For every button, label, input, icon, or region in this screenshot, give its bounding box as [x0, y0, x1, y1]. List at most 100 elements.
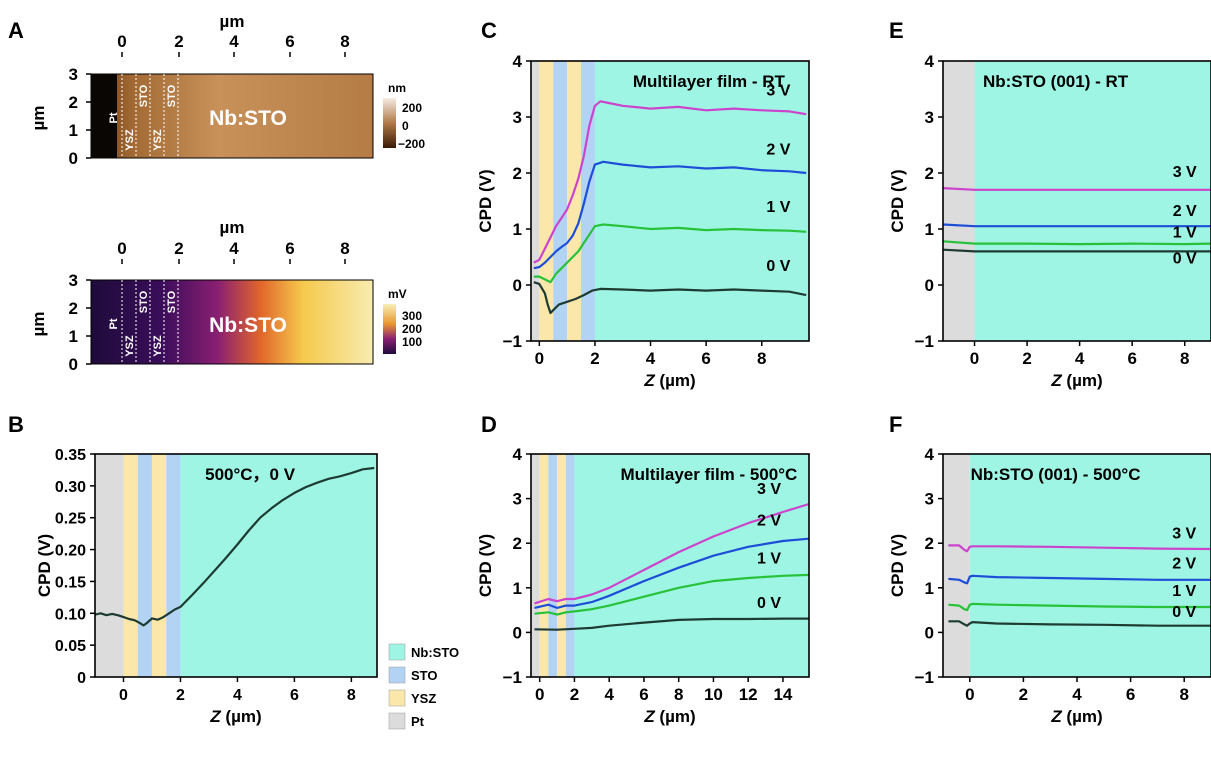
plot-frame	[530, 453, 810, 678]
map-top-ytick: 2	[69, 93, 78, 112]
map-bottom-xtick: 4	[229, 239, 239, 258]
y-tick-label: 4	[925, 52, 935, 71]
y-tick-label: 0.20	[55, 543, 86, 560]
colorbar-tick: 200	[402, 322, 422, 336]
layer-bands	[531, 454, 809, 677]
map-bottom-xlabel: µm	[220, 218, 245, 237]
x-tick-label: 4	[1075, 349, 1085, 368]
legend-swatch-ysz	[388, 689, 406, 707]
x-tick-label: 6	[701, 349, 710, 368]
series-label: 0 V	[766, 258, 790, 275]
x-tick-label: 14	[773, 685, 792, 704]
layer-band-pt	[943, 454, 970, 677]
y-tick-label: 1	[513, 220, 522, 239]
series-label: 1 V	[1173, 224, 1197, 241]
layer-band-pt	[943, 61, 975, 341]
series-label: 3 V	[1172, 526, 1196, 543]
series-line	[948, 544, 1211, 553]
layer-bands	[943, 61, 1211, 341]
colorbar-topography	[383, 98, 396, 148]
series-label: 1 V	[766, 199, 790, 216]
y-axis-label: CPD (V)	[888, 534, 907, 597]
series-line	[948, 602, 1211, 612]
series-line	[533, 281, 807, 315]
map-top-ylabel: µm	[29, 106, 48, 131]
x-axis-label: Z (µm)	[643, 371, 695, 390]
map-bottom-ylabel: µm	[29, 312, 48, 337]
colorbar-tick: 300	[402, 309, 422, 323]
x-tick-label: 8	[757, 349, 766, 368]
map-region-label: Nb:STO	[209, 314, 287, 337]
y-tick-label: −1	[503, 668, 522, 687]
layer-band-pt	[531, 454, 540, 677]
panel-label-f: F	[889, 412, 902, 437]
y-tick-label: −1	[503, 332, 522, 351]
y-tick-label: 0.35	[55, 447, 86, 464]
legend-label-ysz: YSZ	[411, 691, 436, 706]
plot-title: Nb:STO (001) - 500°C	[971, 465, 1141, 484]
y-tick-label: 2	[513, 164, 522, 183]
colorbar-unit: mV	[388, 287, 407, 301]
x-tick-label: 4	[604, 685, 614, 704]
series-line	[533, 100, 807, 264]
x-tick-label: 0	[119, 687, 128, 704]
x-tick-label: 2	[570, 685, 579, 704]
x-tick-label: 12	[739, 685, 758, 704]
y-tick-label: −1	[915, 668, 934, 687]
map-bottom-xtick: 0	[117, 239, 126, 258]
layer-band-pt	[531, 61, 540, 341]
layer-band-ysz	[539, 61, 554, 341]
series-lines	[533, 100, 807, 315]
series-line	[943, 223, 1211, 228]
y-tick-label: 3	[925, 108, 934, 127]
series-line	[948, 574, 1211, 585]
layer-label-sto: STO	[138, 84, 150, 107]
x-tick-label: 2	[176, 687, 185, 704]
plot-frame	[530, 60, 810, 342]
layer-label-sto: STO	[138, 290, 150, 313]
plot-title: Nb:STO (001) - RT	[983, 72, 1129, 91]
legend-label-pt: Pt	[411, 714, 425, 729]
layer-label-sto: STO	[166, 84, 178, 107]
y-tick-label: 0	[77, 670, 86, 687]
series-line	[533, 223, 807, 284]
x-tick-label: 4	[233, 687, 242, 704]
panel-a-potential: µm 0 2 4 6 8 µm 3 2 1 0 Pt	[29, 218, 422, 374]
panel-label-e: E	[889, 18, 904, 43]
chart-f: 0 V 1 V 2 V 3 V 0 2 4 6 8 −1 0 1 2 3 4 Z (µm) CPD (V) Nb:…	[888, 445, 1211, 726]
map-bottom-ytick: 1	[69, 327, 78, 346]
y-tick-label: 0	[513, 276, 522, 295]
series-line	[534, 537, 809, 610]
layer-band-ysz	[151, 454, 167, 677]
layer-label-ysz: YSZ	[152, 335, 164, 357]
y-tick-label: 0.05	[55, 638, 86, 655]
panel-a-topography: µm 0 2 4 6 8 µm 3 2 1 0 P	[29, 12, 425, 168]
series-lines	[534, 502, 809, 631]
y-tick-label: 0	[925, 623, 934, 642]
x-axis-label: Z (µm)	[1050, 371, 1102, 390]
topography-image	[90, 73, 374, 159]
x-tick-label: 2	[1022, 349, 1031, 368]
layer-band-sto	[548, 454, 558, 677]
layer-label-sto: STO	[166, 290, 178, 313]
y-tick-label: 0.10	[55, 606, 86, 623]
series-line	[948, 620, 1211, 627]
y-tick-label: 4	[513, 52, 523, 71]
layer-band-sto	[166, 454, 181, 677]
layer-band-sto	[553, 61, 568, 341]
colorbar-tick: 200	[402, 101, 422, 115]
y-tick-label: 2	[925, 164, 934, 183]
legend-label-sto: STO	[411, 668, 438, 683]
y-tick-label: 0	[513, 623, 522, 642]
y-tick-label: 1	[513, 579, 522, 598]
chart-e: 0 V 1 V 2 V 3 V 0 2 4 6 8 −1 0 1 2 3 4 Z (µm) CPD (V) Nb:…	[888, 52, 1211, 390]
map-bottom-xtick: 2	[174, 239, 183, 258]
layer-label-pt: Pt	[108, 318, 120, 329]
colorbar-tick: −200	[398, 137, 425, 151]
layer-band-ysz	[567, 61, 582, 341]
layer-bands	[95, 454, 377, 677]
layer-band-nbsto	[180, 454, 377, 677]
series-line	[95, 466, 375, 627]
layer-band-ysz	[557, 454, 566, 677]
